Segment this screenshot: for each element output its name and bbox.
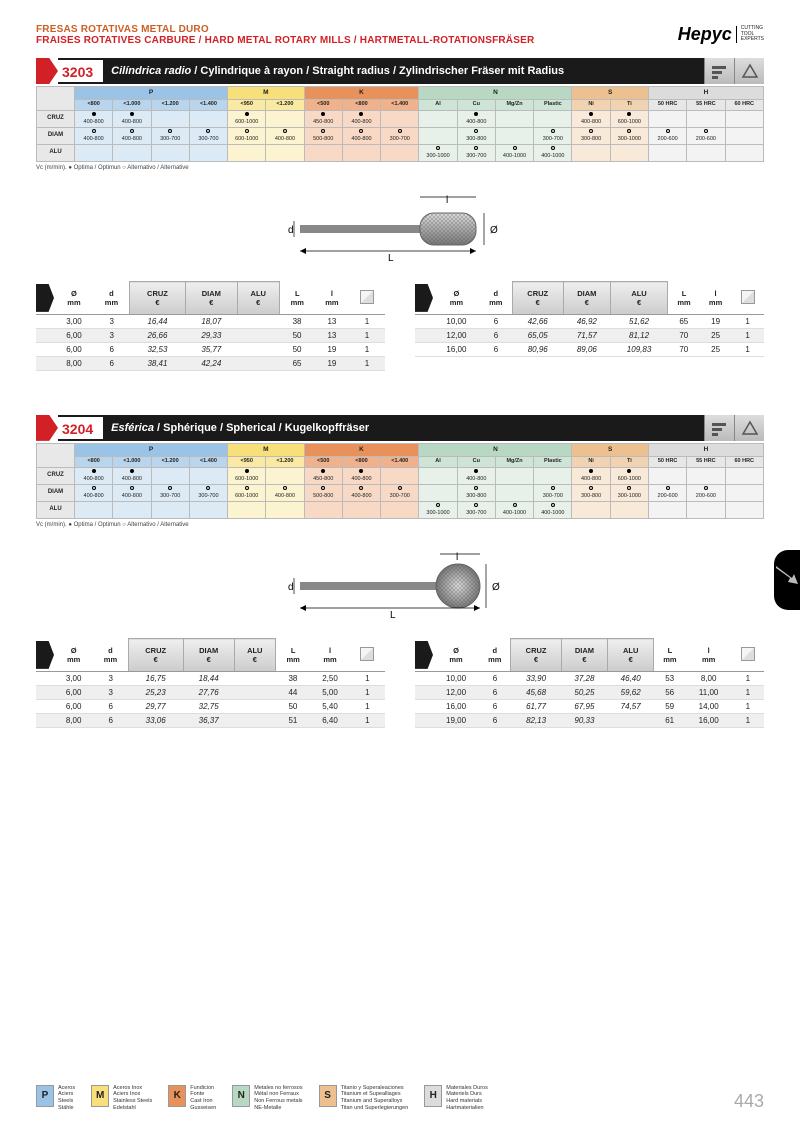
spec-table: ØmmdmmCRUZ€DIAM€ALU€Lmmlmm3,00316,7518,4… (36, 638, 385, 728)
product-header-bar: 3203 Cilíndrica radio / Cylindrique à ra… (36, 58, 764, 84)
side-tab (774, 550, 800, 610)
table-row: 6,00325,2327,76445,001 (36, 685, 385, 699)
chevron-icon (36, 58, 58, 84)
spec-table: ØmmdmmCRUZ€DIAM€ALU€Lmmlmm3,00316,4418,0… (36, 281, 385, 371)
legend-item: M Aceros Inox Aciers Inox Stainless Stee… (91, 1085, 152, 1113)
legend-item: S Titanio y Superaleaciones Titanium et … (319, 1085, 409, 1113)
spec-table: ØmmdmmCRUZ€DIAM€ALU€Lmmlmm10,00633,9037,… (415, 638, 764, 728)
svg-text:d: d (288, 582, 294, 593)
table-row: 10,00642,6646,9251,6265191 (415, 314, 764, 328)
legend-text: Metales no ferrosos Métal non Ferraux No… (254, 1085, 302, 1113)
legend-swatch: K (168, 1085, 186, 1107)
catalog-page: FRESAS ROTATIVAS METAL DURO FRAISES ROTA… (0, 0, 800, 1132)
table-row: 16,00661,7767,9574,575914,001 (415, 699, 764, 713)
shape-icon (734, 415, 764, 441)
legend-swatch: M (91, 1085, 109, 1107)
table-row: 8,00638,4142,2465191 (36, 356, 385, 370)
application-icon (704, 415, 734, 441)
spec-tables-row: ØmmdmmCRUZ€DIAM€ALU€Lmmlmm3,00316,7518,4… (36, 638, 764, 728)
legend-item: N Metales no ferrosos Métal non Ferraux … (232, 1085, 302, 1113)
legend-text: Titanio y Superaleaciones Titanium et Su… (341, 1085, 409, 1113)
material-matrix: PMKNSH<800<1.000<1.200<1.400<950<1.200<5… (36, 443, 764, 519)
shape-icon (734, 58, 764, 84)
spec-table: ØmmdmmCRUZ€DIAM€ALU€Lmmlmm10,00642,6646,… (415, 281, 764, 357)
legend-item: H Materiales Duros Materiels Durs Hard m… (424, 1085, 488, 1113)
table-row: 19,00682,1390,336116,001 (415, 713, 764, 727)
spec-tables-row: ØmmdmmCRUZ€DIAM€ALU€Lmmlmm3,00316,4418,0… (36, 281, 764, 371)
page-number: 443 (734, 1091, 764, 1112)
table-row: 12,00665,0571,5781,1270251 (415, 328, 764, 342)
page-header: FRESAS ROTATIVAS METAL DURO FRAISES ROTA… (36, 24, 764, 46)
product-title: Esférica / Sphérique / Spherical / Kugel… (103, 415, 704, 441)
product-number: 3203 (58, 58, 103, 84)
legend-swatch: S (319, 1085, 337, 1107)
legend-swatch: H (424, 1085, 442, 1107)
header-title: FRESAS ROTATIVAS METAL DURO FRAISES ROTA… (36, 24, 534, 46)
material-legend: P Aceros Aciers Steels Stähle M Aceros I… (36, 1085, 488, 1113)
legend-text: Materiales Duros Materiels Durs Hard mat… (446, 1085, 488, 1113)
table-row: 10,00633,9037,2846,40538,001 (415, 671, 764, 685)
legend-swatch: N (232, 1085, 250, 1107)
tool-diagram: d Ø l L (36, 550, 764, 622)
product-number: 3204 (58, 415, 103, 441)
header-line1: FRESAS ROTATIVAS METAL DURO (36, 24, 534, 35)
table-row: 6,00326,6629,3350131 (36, 328, 385, 342)
application-icon (704, 58, 734, 84)
product-title: Cilíndrica radio / Cylindrique à rayon /… (103, 58, 704, 84)
product-icons (704, 415, 764, 441)
product-section: 3203 Cilíndrica radio / Cylindrique à ra… (36, 58, 764, 371)
product-section: 3204 Esférica / Sphérique / Spherical / … (36, 415, 764, 728)
matrix-note: Vc (m/min). ● Optima / Optimun ○ Alterna… (36, 522, 764, 528)
legend-swatch: P (36, 1085, 54, 1107)
svg-text:d: d (288, 225, 294, 236)
table-row: 12,00645,6850,2559,625611,001 (415, 685, 764, 699)
table-row: 6,00629,7732,75505,401 (36, 699, 385, 713)
legend-text: Aceros Inox Aciers Inox Stainless Steels… (113, 1085, 152, 1113)
svg-text:Ø: Ø (492, 582, 500, 593)
table-row: 3,00316,4418,0738131 (36, 314, 385, 328)
product-header-bar: 3204 Esférica / Sphérique / Spherical / … (36, 415, 764, 441)
legend-text: Fundicion Fonte Cast Iron Gusseisen (190, 1085, 216, 1113)
legend-text: Aceros Aciers Steels Stähle (58, 1085, 75, 1113)
brand-logo: Hepyc CUTTING TOOL EXPERTS (678, 24, 764, 45)
tool-diagram: d Ø l L (36, 193, 764, 265)
svg-text:L: L (390, 610, 396, 621)
table-row: 16,00680,9689,06109,8370251 (415, 342, 764, 356)
chevron-icon (36, 415, 58, 441)
product-icons (704, 58, 764, 84)
brand-name: Hepyc (678, 24, 732, 45)
table-row: 8,00633,0636,37516,401 (36, 713, 385, 727)
table-row: 6,00632,5335,7750191 (36, 342, 385, 356)
header-line2: FRAISES ROTATIVES CARBURE / HARD METAL R… (36, 35, 534, 46)
material-matrix: PMKNSH<800<1.000<1.200<1.400<950<1.200<5… (36, 86, 764, 162)
page-footer: P Aceros Aciers Steels Stähle M Aceros I… (36, 1085, 764, 1113)
legend-item: K Fundicion Fonte Cast Iron Gusseisen (168, 1085, 216, 1113)
svg-text:L: L (388, 253, 394, 264)
legend-item: P Aceros Aciers Steels Stähle (36, 1085, 75, 1113)
table-row: 3,00316,7518,44382,501 (36, 671, 385, 685)
matrix-note: Vc (m/min). ● Optima / Optimun ○ Alterna… (36, 165, 764, 171)
brand-tagline: CUTTING TOOL EXPERTS (736, 26, 764, 43)
svg-text:l: l (446, 195, 448, 206)
svg-text:Ø: Ø (490, 225, 498, 236)
